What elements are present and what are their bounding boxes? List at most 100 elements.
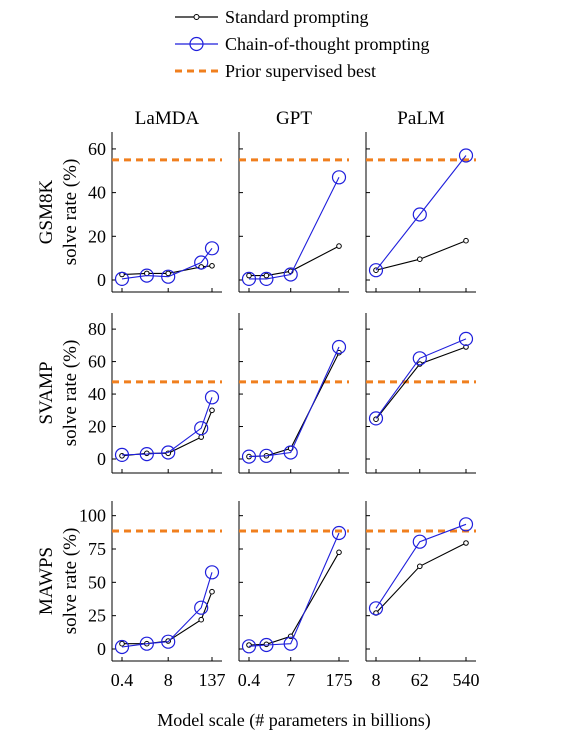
standard-data-point <box>373 416 379 423</box>
legend-cot-marker <box>189 36 204 52</box>
cot-data-point <box>259 637 274 653</box>
y-tick-label: 0 <box>97 449 106 469</box>
x-tick-label: 137 <box>199 670 226 690</box>
standard-data-point <box>198 616 204 623</box>
cot-data-point <box>458 331 474 346</box>
cot-data-point <box>114 447 130 462</box>
standard-series-line <box>248 352 340 458</box>
cot-data-point <box>161 269 176 284</box>
standard-data-point <box>209 263 215 269</box>
cot-data-point <box>241 639 257 654</box>
standard-series-line <box>248 552 340 646</box>
standard-series-line <box>375 240 467 271</box>
standard-series-line <box>121 410 213 457</box>
y-axis-label: solve rate (%) <box>60 159 81 266</box>
legend-standard-label: Standard prompting <box>225 7 368 27</box>
y-tick-label: 20 <box>88 226 106 246</box>
cot-data-point <box>331 170 347 185</box>
y-tick-label: 80 <box>88 319 106 339</box>
y-tick-label: 25 <box>88 606 106 626</box>
cot-series-line <box>375 523 467 609</box>
x-tick-label: 540 <box>453 670 480 690</box>
cot-data-point <box>331 525 347 541</box>
row-label-dataset: GSM8K <box>36 180 57 245</box>
standard-data-point <box>417 256 423 263</box>
legend: Standard prompting Chain-of-thought prom… <box>175 7 429 81</box>
cot-data-point <box>194 600 209 615</box>
y-tick-label: 20 <box>88 417 106 437</box>
legend-entry-cot: Chain-of-thought prompting <box>175 34 429 54</box>
standard-data-point <box>263 641 270 648</box>
cot-data-point <box>259 448 274 463</box>
row-label-dataset: MAWPS <box>36 547 57 615</box>
x-tick-label: 7 <box>286 670 295 690</box>
cot-data-point <box>204 565 220 580</box>
cot-data-point <box>241 271 257 286</box>
x-tick-label: 0.4 <box>111 670 134 690</box>
panel-svamp-palm <box>365 313 476 474</box>
panel-svamp-gpt <box>238 313 349 474</box>
x-tick-label: 62 <box>411 670 429 690</box>
cot-data-point <box>241 449 257 464</box>
legend-cot-label: Chain-of-thought prompting <box>225 34 429 54</box>
cot-data-point <box>259 271 274 286</box>
y-tick-label: 75 <box>88 539 106 559</box>
cot-data-point <box>161 634 176 649</box>
legend-prior-label: Prior supervised best <box>225 61 376 81</box>
y-axis-label: solve rate (%) <box>60 340 81 447</box>
cot-data-point <box>412 207 427 222</box>
standard-data-point <box>336 549 342 556</box>
standard-data-point <box>417 563 423 570</box>
cot-data-point <box>283 445 298 460</box>
x-tick-label: 0.4 <box>238 670 261 690</box>
legend-entry-standard: Standard prompting <box>175 7 368 27</box>
y-tick-label: 0 <box>97 270 106 290</box>
cot-data-point <box>368 411 384 426</box>
cot-series-line <box>249 177 340 280</box>
standard-series-line <box>375 542 467 614</box>
cot-data-point <box>194 421 209 436</box>
standard-data-point <box>263 272 270 279</box>
row-label-dataset: SVAMP <box>36 361 57 424</box>
cot-data-point <box>368 263 384 278</box>
x-axis-title: Model scale (# parameters in billions) <box>157 710 430 731</box>
standard-data-point <box>119 453 125 459</box>
cot-data-point <box>412 351 427 366</box>
panel-mawps-palm: 8 62 540 <box>365 501 480 690</box>
standard-data-point <box>463 540 469 546</box>
standard-data-point <box>119 640 125 647</box>
panel-mawps-lamda: 0 25 50 75 100 0.4 8 137 <box>79 501 226 690</box>
legend-standard-marker <box>193 14 200 20</box>
cot-data-point <box>204 241 220 256</box>
cot-data-point <box>368 601 384 616</box>
cot-series-line <box>121 397 213 456</box>
cot-data-point <box>458 148 474 163</box>
panel-svamp-lamda: 0 20 40 60 80 <box>88 313 222 474</box>
cot-data-point <box>114 271 130 286</box>
standard-data-point <box>144 270 150 277</box>
standard-data-point <box>463 237 469 244</box>
y-tick-label: 100 <box>79 506 106 526</box>
y-tick-label: 50 <box>88 572 106 592</box>
cot-data-point <box>194 255 209 270</box>
cot-data-point <box>204 390 220 405</box>
cot-series-line <box>121 572 213 648</box>
cot-series-line <box>248 532 340 647</box>
panel-gsm8k-gpt <box>238 132 349 293</box>
panel-grid: 0 20 40 60 0 20 40 60 80 0 25 50 75 100 0.4 8 137 0.4 7 175… <box>36 132 480 690</box>
cot-data-point <box>139 447 154 462</box>
y-tick-label: 0 <box>97 639 106 659</box>
y-tick-label: 40 <box>88 183 106 203</box>
cot-data-point <box>331 339 347 355</box>
standard-data-point <box>336 243 342 249</box>
panel-gsm8k-palm <box>365 132 476 293</box>
cot-data-point <box>283 636 298 651</box>
cot-series-line <box>375 338 467 419</box>
legend-entry-prior: Prior supervised best <box>175 61 376 81</box>
cot-data-point <box>139 268 154 283</box>
standard-data-point <box>198 434 204 440</box>
y-axis-label: solve rate (%) <box>60 528 81 635</box>
panel-mawps-gpt: 0.4 7 175 <box>238 501 353 690</box>
standard-series-line <box>249 245 340 277</box>
